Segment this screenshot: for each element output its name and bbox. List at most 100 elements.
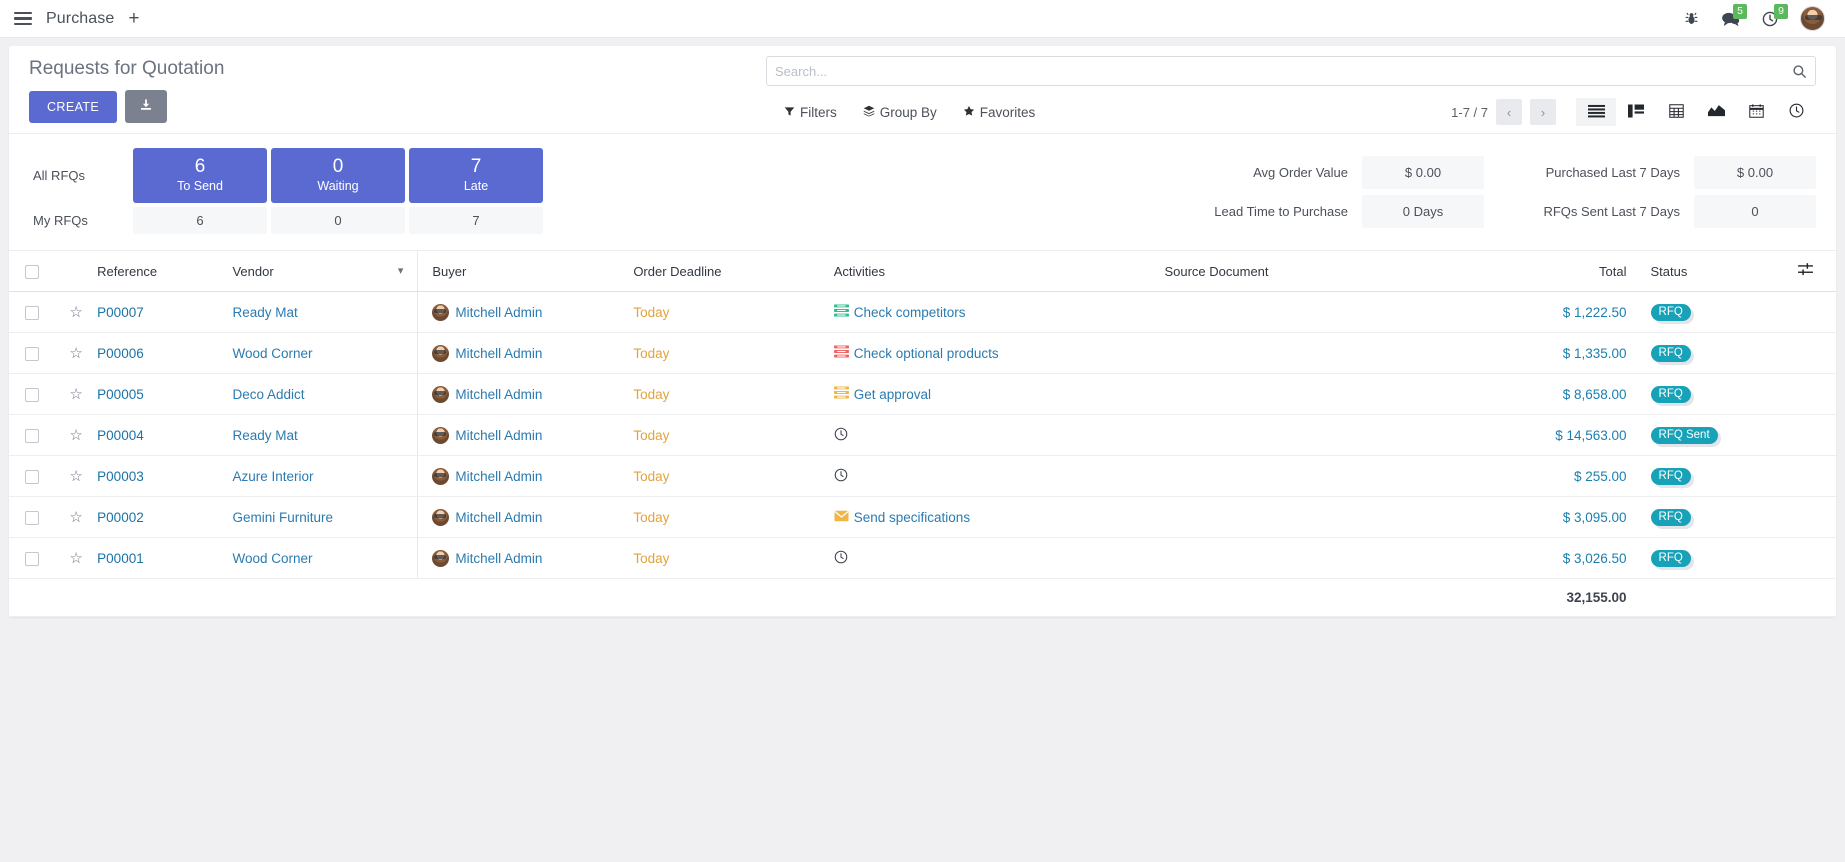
activity-label[interactable]: Check competitors bbox=[853, 304, 966, 320]
activity-item[interactable]: Send specifications bbox=[834, 510, 1165, 525]
header-order-deadline[interactable]: Order Deadline bbox=[633, 251, 834, 292]
clock-icon[interactable] bbox=[834, 550, 848, 567]
plus-icon[interactable]: + bbox=[128, 8, 140, 29]
header-optional-columns[interactable] bbox=[1775, 251, 1836, 292]
reference-link[interactable]: P00004 bbox=[97, 427, 144, 443]
tasks-icon bbox=[833, 345, 849, 361]
filters-menu[interactable]: Filters bbox=[784, 105, 837, 120]
activities-clock-icon[interactable]: 9 bbox=[1762, 3, 1788, 27]
activity-item[interactable] bbox=[834, 468, 1165, 485]
activity-item[interactable]: Check optional products bbox=[833, 345, 1165, 361]
reference-link[interactable]: P00003 bbox=[97, 468, 144, 484]
aggregate-waiting[interactable]: 0 Waiting bbox=[271, 148, 405, 203]
star-icon[interactable]: ☆ bbox=[69, 304, 83, 321]
hamburger-icon[interactable] bbox=[14, 11, 32, 26]
search-icon[interactable] bbox=[1792, 64, 1807, 79]
clock-icon[interactable] bbox=[834, 468, 848, 485]
header-total[interactable]: Total bbox=[1455, 251, 1651, 292]
activity-label[interactable]: Check optional products bbox=[853, 345, 999, 361]
row-checkbox[interactable] bbox=[25, 428, 40, 443]
table-row[interactable]: ☆ P00003 Azure Interior Mitchell Admin T… bbox=[9, 455, 1836, 497]
reference-link[interactable]: P00005 bbox=[97, 386, 144, 402]
app-title[interactable]: Purchase bbox=[46, 9, 115, 27]
activity-view-button[interactable] bbox=[1776, 98, 1816, 126]
my-late-count[interactable]: 7 bbox=[409, 207, 543, 234]
messages-icon[interactable]: 5 bbox=[1721, 3, 1747, 27]
star-icon[interactable]: ☆ bbox=[69, 550, 83, 567]
my-waiting-count[interactable]: 0 bbox=[271, 207, 405, 234]
bug-icon[interactable] bbox=[1684, 11, 1699, 26]
pager-previous-button[interactable]: ‹ bbox=[1496, 99, 1522, 125]
buyer-name[interactable]: Mitchell Admin bbox=[455, 386, 543, 402]
activity-label[interactable]: Send specifications bbox=[853, 509, 971, 525]
header-activities[interactable]: Activities bbox=[833, 251, 1165, 292]
reference-link[interactable]: P00007 bbox=[97, 304, 144, 320]
buyer-name[interactable]: Mitchell Admin bbox=[455, 345, 543, 361]
table-row[interactable]: ☆ P00002 Gemini Furniture Mitchell Admin… bbox=[9, 496, 1836, 538]
header-reference[interactable]: Reference bbox=[97, 251, 233, 292]
activity-item[interactable]: Get approval bbox=[833, 386, 1165, 402]
settings-sliders-icon[interactable] bbox=[1798, 263, 1814, 279]
pivot-view-button[interactable] bbox=[1656, 98, 1696, 126]
order-deadline-value: Today bbox=[633, 386, 670, 402]
table-row[interactable]: ☆ P00006 Wood Corner Mitchell Admin Toda… bbox=[9, 332, 1836, 374]
table-row[interactable]: ☆ P00007 Ready Mat Mitchell Admin Today bbox=[9, 291, 1836, 333]
star-icon[interactable]: ☆ bbox=[69, 427, 83, 444]
kanban-view-button[interactable] bbox=[1616, 98, 1656, 126]
group-by-menu[interactable]: Group By bbox=[863, 105, 937, 120]
activity-item[interactable] bbox=[834, 427, 1165, 444]
vendor-link[interactable]: Gemini Furniture bbox=[232, 509, 333, 525]
star-icon[interactable]: ☆ bbox=[69, 386, 83, 403]
star-icon[interactable]: ☆ bbox=[69, 345, 83, 362]
upload-button[interactable] bbox=[125, 90, 168, 123]
chevron-down-icon[interactable]: ▾ bbox=[397, 264, 404, 277]
row-select-cell bbox=[9, 537, 56, 579]
row-checkbox[interactable] bbox=[25, 387, 40, 402]
activity-label[interactable]: Get approval bbox=[853, 386, 932, 402]
row-checkbox[interactable] bbox=[25, 469, 40, 484]
clock-icon[interactable] bbox=[834, 427, 848, 444]
select-all-checkbox[interactable] bbox=[25, 264, 40, 279]
buyer-name[interactable]: Mitchell Admin bbox=[455, 468, 543, 484]
reference-link[interactable]: P00001 bbox=[97, 550, 144, 566]
avatar[interactable] bbox=[1800, 6, 1825, 31]
search-bar[interactable] bbox=[766, 56, 1816, 86]
buyer-name[interactable]: Mitchell Admin bbox=[455, 509, 543, 525]
aggregate-to-send[interactable]: 6 To Send bbox=[133, 148, 267, 203]
vendor-link[interactable]: Deco Addict bbox=[232, 386, 305, 402]
calendar-view-button[interactable] bbox=[1736, 98, 1776, 126]
buyer-name[interactable]: Mitchell Admin bbox=[455, 304, 543, 320]
buyer-name[interactable]: Mitchell Admin bbox=[455, 427, 543, 443]
my-to-send-count[interactable]: 6 bbox=[133, 207, 267, 234]
vendor-link[interactable]: Ready Mat bbox=[232, 427, 298, 443]
row-checkbox[interactable] bbox=[25, 551, 40, 566]
table-row[interactable]: ☆ P00004 Ready Mat Mitchell Admin Today bbox=[9, 414, 1836, 456]
vendor-link[interactable]: Ready Mat bbox=[232, 304, 298, 320]
reference-link[interactable]: P00002 bbox=[97, 509, 144, 525]
activity-item[interactable]: Check competitors bbox=[833, 304, 1165, 320]
favorites-menu[interactable]: Favorites bbox=[963, 105, 1035, 120]
table-row[interactable]: ☆ P00001 Wood Corner Mitchell Admin Toda… bbox=[9, 537, 1836, 579]
vendor-link[interactable]: Wood Corner bbox=[232, 550, 313, 566]
activity-item[interactable] bbox=[834, 550, 1165, 567]
vendor-link[interactable]: Wood Corner bbox=[232, 345, 313, 361]
header-source-document[interactable]: Source Document bbox=[1164, 251, 1456, 292]
buyer-name[interactable]: Mitchell Admin bbox=[455, 550, 543, 566]
pager-next-button[interactable]: › bbox=[1530, 99, 1556, 125]
row-checkbox[interactable] bbox=[25, 346, 40, 361]
star-icon[interactable]: ☆ bbox=[69, 509, 83, 526]
star-icon[interactable]: ☆ bbox=[69, 468, 83, 485]
row-checkbox[interactable] bbox=[25, 510, 40, 525]
vendor-link[interactable]: Azure Interior bbox=[232, 468, 314, 484]
graph-view-button[interactable] bbox=[1696, 98, 1736, 126]
aggregate-late[interactable]: 7 Late bbox=[409, 148, 543, 203]
create-button[interactable]: CREATE bbox=[29, 90, 118, 123]
reference-link[interactable]: P00006 bbox=[97, 345, 144, 361]
list-view-button[interactable] bbox=[1576, 98, 1616, 126]
search-input[interactable] bbox=[775, 63, 1792, 79]
header-vendor[interactable]: Vendor ▾ bbox=[232, 251, 419, 292]
table-row[interactable]: ☆ P00005 Deco Addict Mitchell Admin Toda… bbox=[9, 373, 1836, 415]
row-checkbox[interactable] bbox=[25, 305, 40, 320]
header-status[interactable]: Status bbox=[1650, 251, 1776, 292]
header-buyer[interactable]: Buyer bbox=[417, 251, 634, 292]
